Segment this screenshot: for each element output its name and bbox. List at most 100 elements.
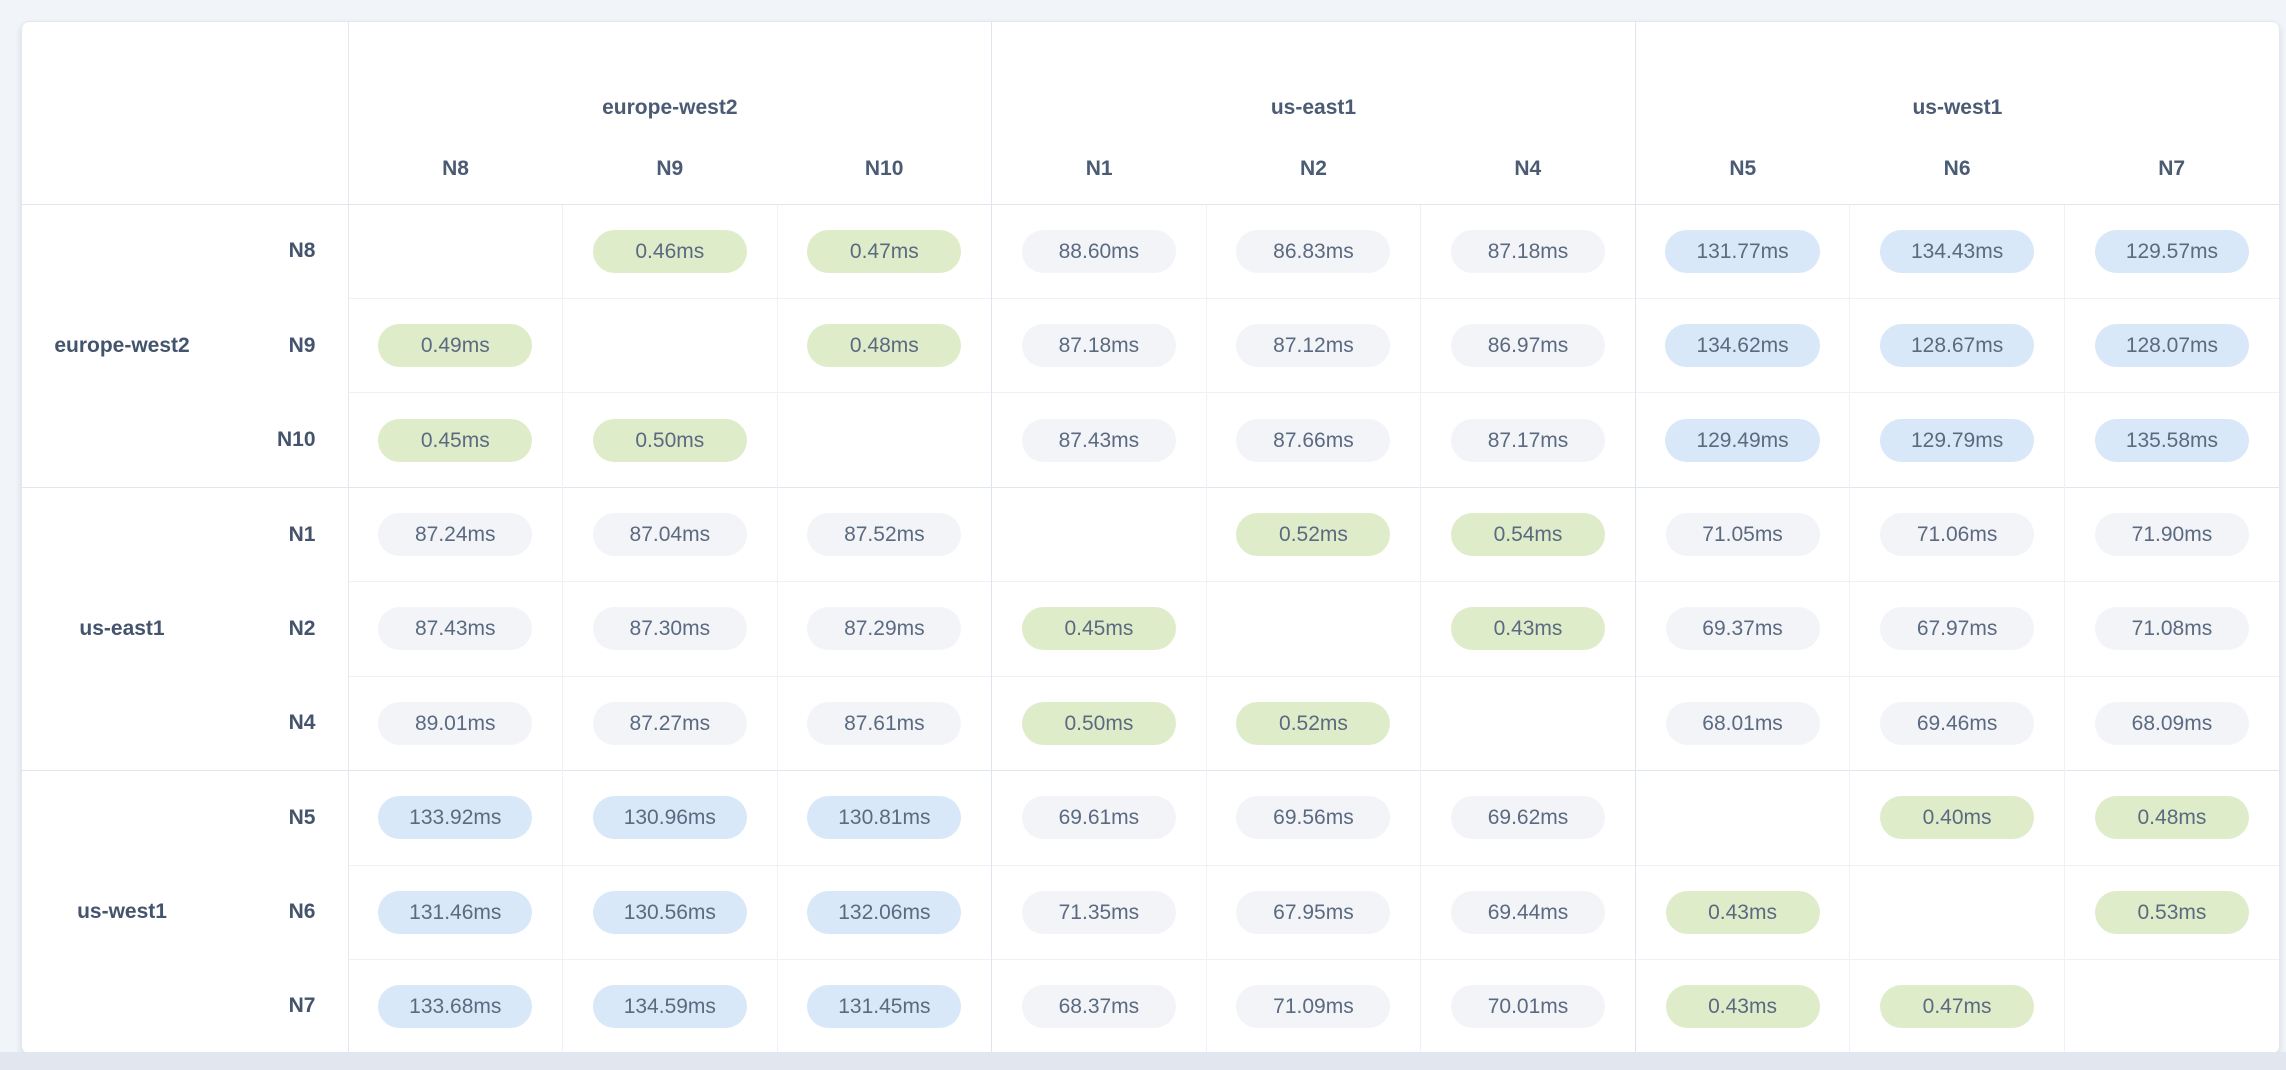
latency-value-pill-high[interactable]: 130.96ms bbox=[592, 796, 747, 840]
latency-value-pill-medium[interactable]: 87.27ms bbox=[592, 701, 747, 745]
latency-cell-n10-n1: 87.43ms bbox=[991, 392, 1207, 488]
latency-value-pill-low[interactable]: 0.54ms bbox=[1451, 513, 1605, 557]
latency-value-pill-low[interactable]: 0.48ms bbox=[807, 324, 962, 368]
latency-value-pill-medium[interactable]: 69.44ms bbox=[1451, 890, 1605, 934]
latency-cell-n6-n7: 0.53ms bbox=[2063, 864, 2279, 960]
latency-value-pill-low[interactable]: 0.47ms bbox=[1880, 985, 2035, 1028]
latency-value-pill-high[interactable]: 134.43ms bbox=[1879, 229, 2035, 273]
latency-value-pill-medium[interactable]: 87.29ms bbox=[807, 607, 962, 651]
latency-value-pill-medium[interactable]: 87.17ms bbox=[1451, 418, 1605, 462]
latency-value-pill-medium[interactable]: 67.95ms bbox=[1236, 890, 1391, 934]
latency-value-pill-medium[interactable]: 87.18ms bbox=[1451, 229, 1605, 273]
latency-value-pill-low[interactable]: 0.52ms bbox=[1236, 701, 1391, 745]
latency-value-pill-high[interactable]: 129.57ms bbox=[2094, 229, 2250, 273]
latency-value-pill-medium[interactable]: 87.43ms bbox=[1021, 418, 1176, 462]
node-row-header-n9: N9 bbox=[288, 333, 316, 357]
latency-value-pill-low[interactable]: 0.43ms bbox=[1665, 890, 1820, 934]
latency-value-pill-medium[interactable]: 68.01ms bbox=[1665, 701, 1820, 745]
latency-value-pill-high[interactable]: 129.49ms bbox=[1665, 418, 1820, 462]
latency-value-pill-medium[interactable]: 67.97ms bbox=[1880, 607, 2035, 651]
matrix-header: europe-west2 us-east1 us-west1 N8 N9 N10 N1 N2 N… bbox=[22, 22, 2279, 205]
latency-value-pill-medium[interactable]: 87.18ms bbox=[1021, 324, 1176, 368]
latency-value-pill-medium[interactable]: 69.61ms bbox=[1021, 796, 1176, 840]
node-row-header-n5: N5 bbox=[222, 770, 348, 866]
latency-value-pill-high[interactable]: 129.79ms bbox=[1879, 418, 2035, 462]
latency-value-pill-medium[interactable]: 68.09ms bbox=[2094, 701, 2249, 745]
latency-value-pill-medium[interactable]: 86.97ms bbox=[1451, 324, 1605, 368]
node-row-header-n10: N10 bbox=[276, 427, 316, 451]
latency-cell-n7-n4: 70.01ms bbox=[1420, 959, 1636, 1053]
latency-value-pill-medium[interactable]: 87.52ms bbox=[807, 513, 962, 557]
latency-cell-n2-n8: 87.43ms bbox=[347, 581, 563, 677]
latency-cell-n7-n8: 133.68ms bbox=[347, 959, 563, 1053]
latency-cell-n10-n7: 135.58ms bbox=[2063, 392, 2279, 488]
matrix-row-n2: N2 87.43ms 87.30ms 87.29ms 0.45ms 0.43ms 69.37… bbox=[22, 581, 2279, 677]
latency-value-pill-low[interactable]: 0.43ms bbox=[1451, 607, 1605, 651]
latency-value-pill-low[interactable]: 0.47ms bbox=[807, 229, 962, 273]
latency-value-pill-medium[interactable]: 87.61ms bbox=[807, 701, 962, 745]
latency-cell-n9-n7: 128.07ms bbox=[2063, 297, 2279, 393]
latency-value-pill-medium[interactable]: 89.01ms bbox=[378, 701, 533, 745]
latency-value-pill-low[interactable]: 0.50ms bbox=[592, 418, 747, 462]
latency-value-pill-high[interactable]: 133.68ms bbox=[378, 985, 533, 1028]
latency-value-pill-high[interactable]: 130.81ms bbox=[807, 796, 962, 840]
latency-value-pill-low[interactable]: 0.45ms bbox=[378, 418, 533, 462]
latency-value-pill-medium[interactable]: 71.05ms bbox=[1665, 513, 1820, 557]
latency-value-pill-medium[interactable]: 71.90ms bbox=[2094, 513, 2249, 557]
latency-value-pill-medium[interactable]: 69.37ms bbox=[1665, 607, 1820, 651]
latency-value-pill-high[interactable]: 132.06ms bbox=[807, 890, 962, 934]
latency-value-pill-medium[interactable]: 87.43ms bbox=[378, 607, 533, 651]
latency-value-pill-low[interactable]: 0.40ms bbox=[1880, 796, 2035, 840]
latency-cell-n2-n2 bbox=[1205, 581, 1421, 677]
latency-value-pill-medium[interactable]: 71.08ms bbox=[2094, 607, 2249, 651]
latency-value-pill-high[interactable]: 131.46ms bbox=[378, 890, 533, 934]
latency-value-pill-medium[interactable]: 86.83ms bbox=[1236, 229, 1391, 273]
latency-value-pill-medium[interactable]: 69.46ms bbox=[1880, 701, 2035, 745]
latency-value-pill-low[interactable]: 0.52ms bbox=[1236, 513, 1391, 557]
latency-cell-n9-n1: 87.18ms bbox=[991, 297, 1207, 393]
latency-cell-n6-n9: 130.56ms bbox=[562, 864, 778, 960]
latency-cell-n1-n9: 87.04ms bbox=[562, 486, 778, 582]
latency-value-pill-medium[interactable]: 68.37ms bbox=[1021, 985, 1176, 1028]
latency-cell-n6-n1: 71.35ms bbox=[991, 864, 1207, 960]
latency-value-pill-high[interactable]: 131.77ms bbox=[1665, 229, 1820, 273]
corner-spacer-cell bbox=[22, 22, 349, 205]
region-column-header-us-west1: us-west1 bbox=[1634, 22, 2279, 134]
latency-value-pill-high[interactable]: 134.62ms bbox=[1665, 324, 1820, 368]
latency-cell-n6-n6 bbox=[1849, 864, 2065, 960]
latency-value-pill-low[interactable]: 0.53ms bbox=[2094, 890, 2249, 934]
latency-value-pill-medium[interactable]: 88.60ms bbox=[1021, 229, 1176, 273]
latency-value-pill-high[interactable]: 133.92ms bbox=[378, 796, 533, 840]
latency-value-pill-medium[interactable]: 69.62ms bbox=[1451, 796, 1605, 840]
latency-value-pill-high[interactable]: 130.56ms bbox=[592, 890, 747, 934]
latency-cell-n9-n5: 134.62ms bbox=[1634, 297, 1850, 393]
latency-value-pill-medium[interactable]: 71.35ms bbox=[1021, 890, 1176, 934]
latency-value-pill-medium[interactable]: 87.12ms bbox=[1236, 324, 1391, 368]
latency-value-pill-medium[interactable]: 87.66ms bbox=[1236, 418, 1391, 462]
latency-value-pill-medium[interactable]: 69.56ms bbox=[1236, 796, 1391, 840]
matrix-row-n4: N4 89.01ms 87.27ms 87.61ms 0.50ms 0.52ms 68.01… bbox=[22, 675, 2279, 771]
latency-value-pill-high[interactable]: 131.45ms bbox=[807, 985, 962, 1028]
latency-value-pill-medium[interactable]: 70.01ms bbox=[1451, 985, 1605, 1028]
latency-cell-n9-n9 bbox=[562, 297, 778, 393]
latency-cell-n7-n7 bbox=[2063, 959, 2279, 1053]
latency-value-pill-low[interactable]: 0.43ms bbox=[1665, 985, 1820, 1028]
latency-value-pill-low[interactable]: 0.50ms bbox=[1021, 701, 1176, 745]
latency-value-pill-medium[interactable]: 87.30ms bbox=[592, 607, 747, 651]
latency-value-pill-low[interactable]: 0.48ms bbox=[2094, 796, 2249, 840]
latency-cell-n2-n5: 69.37ms bbox=[1634, 581, 1850, 677]
latency-value-pill-medium[interactable]: 71.06ms bbox=[1880, 513, 2035, 557]
latency-cell-n4-n4 bbox=[1420, 675, 1636, 771]
latency-value-pill-high[interactable]: 128.67ms bbox=[1879, 324, 2035, 368]
node-column-header-n1: N1 bbox=[991, 134, 1207, 205]
latency-value-pill-high[interactable]: 135.58ms bbox=[2094, 418, 2250, 462]
latency-value-pill-low[interactable]: 0.49ms bbox=[378, 324, 533, 368]
latency-value-pill-high[interactable]: 128.07ms bbox=[2094, 324, 2250, 368]
latency-value-pill-low[interactable]: 0.46ms bbox=[592, 229, 747, 273]
latency-value-pill-high[interactable]: 134.59ms bbox=[592, 985, 747, 1028]
latency-value-pill-low[interactable]: 0.45ms bbox=[1021, 607, 1176, 651]
latency-value-pill-medium[interactable]: 71.09ms bbox=[1236, 985, 1391, 1028]
latency-value-pill-medium[interactable]: 87.04ms bbox=[592, 513, 747, 557]
latency-value-pill-medium[interactable]: 87.24ms bbox=[378, 513, 533, 557]
node-row-header-n7: N7 bbox=[288, 994, 316, 1018]
